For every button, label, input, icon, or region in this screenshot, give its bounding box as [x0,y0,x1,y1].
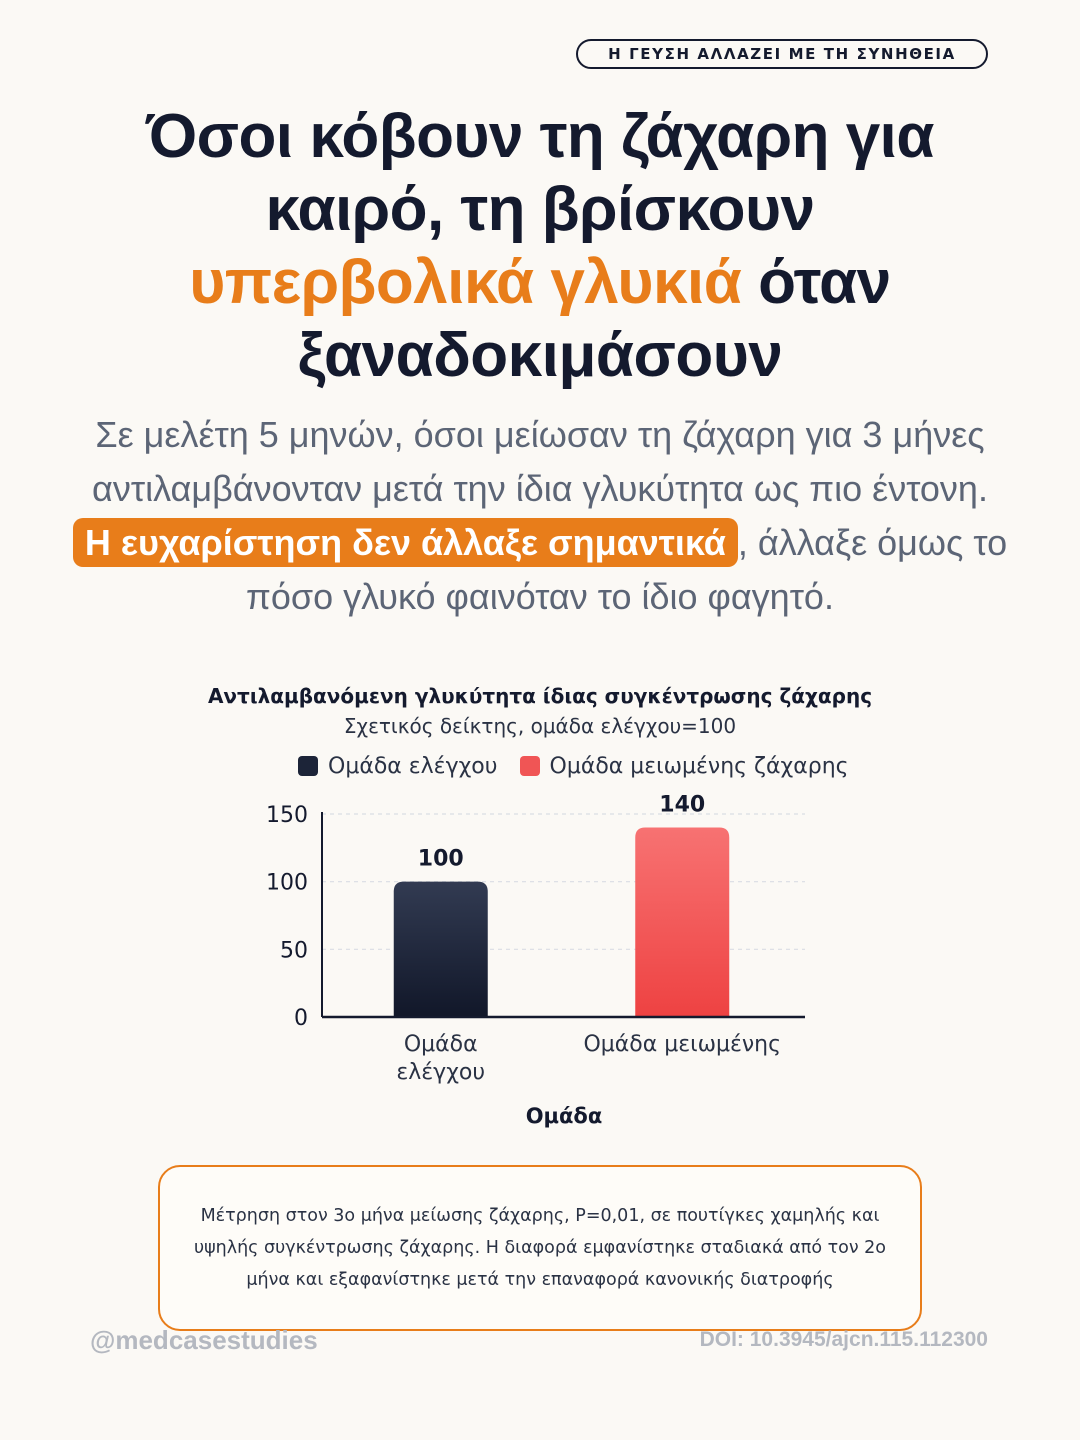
y-tick-label-150: 150 [266,803,308,828]
legend-label-reduced: Ομάδα μειωμένης ζάχαρης [549,753,849,779]
headline-line-2: καιρό, τη βρίσκουν [265,175,815,244]
legend-entry-control: Ομάδα ελέγχου [298,754,498,779]
data-label-control: 100 [418,847,464,872]
headline-after-accent: όταν [741,248,891,317]
x-tick-label-reduced: Ομάδα μειωμένης [583,1032,781,1057]
summary-after: , άλλαξε όμως το πόσο γλυκό φαινόταν το … [246,522,1008,617]
topic-badge: Η ΓΕΥΣΗ ΑΛΛΑΖΕΙ ΜΕ ΤΗ ΣΥΝΗΘΕΙΑ [576,39,988,69]
data-label-reduced: 140 [659,793,705,818]
headline-line-1: Όσοι κόβουν τη ζάχαρη για [145,102,935,171]
x-tick-label-control: Ομάδα ελέγχου [396,1032,485,1085]
y-tick-label-50: 50 [280,938,308,963]
legend-swatch-reduced [519,756,540,776]
chart-subtitle: Σχετικός δείκτης, ομάδα ελέγχου=100 [343,714,737,738]
legend-label-control: Ομάδα ελέγχου [328,753,498,779]
x-axis-title: Ομάδα [525,1104,603,1128]
summary-before: Σε μελέτη 5 μηνών, όσοι μείωσαν τη ζάχαρ… [92,414,988,509]
y-tick-label-100: 100 [266,871,308,896]
summary-highlight: Η ευχαρίστηση δεν άλλαξε σημαντικά [72,518,738,567]
account-handle: @medcasestudies [90,1325,318,1355]
headline-accent: υπερβολικά γλυκιά [189,248,742,317]
y-tick-label-0: 0 [294,1006,308,1031]
headline: Όσοι κόβουν τη ζάχαρη για καιρό, τη βρίσ… [60,100,1020,392]
legend-swatch-control [298,756,318,776]
headline-line-4: ξαναδοκιμάσουν [297,321,783,390]
chart-title: Αντιλαμβανόμενη γλυκύτητα ίδιας συγκέντρ… [207,684,873,708]
summary-text: Σε μελέτη 5 μηνών, όσοι μείωσαν τη ζάχαρ… [70,408,1010,624]
bar-chart: 0 50 100 150 100 Ομάδα ελέγχου 140 Ομάδα μειωμέ… [266,793,805,1085]
doi-reference: DOI: 10.3945/ajcn.115.112300 [699,1328,988,1351]
chart-legend: Ομάδα ελέγχου Ομάδα μειωμένης ζάχαρης [298,752,849,780]
bar-reduced [635,827,730,1017]
legend-entry-reduced: Ομάδα μειωμένης ζάχαρης [519,753,849,779]
study-note-text: Μέτρηση στον 3ο μήνα μείωσης ζάχαρης, P=… [193,1206,887,1290]
study-note: Μέτρηση στον 3ο μήνα μείωσης ζάχαρης, P=… [158,1165,922,1331]
bar-control [393,881,488,1017]
